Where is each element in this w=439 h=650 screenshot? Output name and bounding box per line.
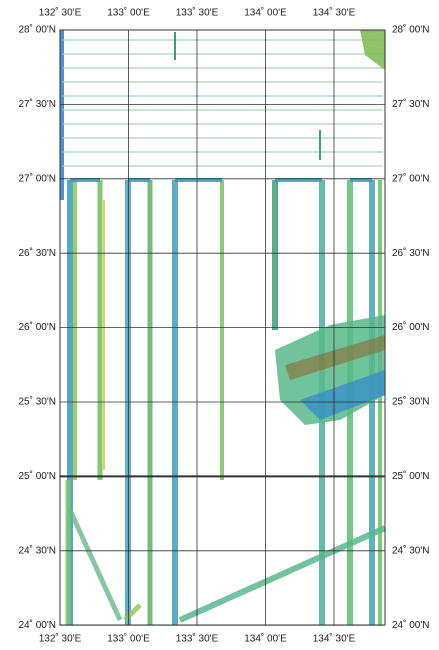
lat-label-right: 28˚ 00'N bbox=[392, 24, 430, 36]
lon-label-bottom: 133˚ 30'E bbox=[176, 633, 219, 645]
bathymetry bbox=[300, 370, 385, 420]
bathymetry bbox=[360, 30, 385, 70]
lat-label-left: 24˚ 00'N bbox=[19, 619, 57, 631]
lat-label-left: 24˚ 30'N bbox=[19, 544, 57, 556]
swath bbox=[178, 525, 387, 623]
lon-label-bottom: 134˚ 30'E bbox=[313, 633, 356, 645]
lon-label-top: 134˚ 30'E bbox=[313, 7, 356, 19]
lat-label-left: 26˚ 00'N bbox=[19, 321, 57, 333]
swath bbox=[123, 603, 142, 622]
lat-label-right: 26˚ 00'N bbox=[392, 321, 430, 333]
lon-label-bottom: 133˚ 00'E bbox=[107, 633, 150, 645]
lat-label-right: 27˚ 00'N bbox=[392, 172, 430, 184]
lat-label-left: 25˚ 00'N bbox=[19, 470, 57, 482]
lat-label-right: 24˚ 00'N bbox=[392, 619, 430, 631]
lon-label-top: 132˚ 30'E bbox=[39, 7, 82, 19]
lat-label-left: 26˚ 30'N bbox=[19, 247, 57, 259]
lon-label-bottom: 132˚ 30'E bbox=[39, 633, 82, 645]
bathymetry bbox=[285, 335, 385, 380]
lat-label-right: 24˚ 30'N bbox=[392, 544, 430, 556]
lat-label-right: 25˚ 00'N bbox=[392, 470, 430, 482]
lat-label-right: 27˚ 30'N bbox=[392, 98, 430, 110]
lon-label-top: 134˚ 00'E bbox=[244, 7, 287, 19]
lon-label-top: 133˚ 30'E bbox=[176, 7, 219, 19]
lat-label-right: 26˚ 30'N bbox=[392, 247, 430, 259]
swath bbox=[67, 508, 123, 622]
lon-label-top: 133˚ 00'E bbox=[107, 7, 150, 19]
lat-label-left: 27˚ 00'N bbox=[19, 172, 57, 184]
lat-label-left: 27˚ 30'N bbox=[19, 98, 57, 110]
lat-label-right: 25˚ 30'N bbox=[392, 396, 430, 408]
lat-label-left: 28˚ 00'N bbox=[19, 24, 57, 36]
labels: 132˚ 30'E 132˚ 30'E 133˚ 00'E 133˚ 00'E 133˚… bbox=[19, 7, 430, 645]
map-frame bbox=[59, 29, 386, 626]
lat-label-left: 25˚ 30'N bbox=[19, 396, 57, 408]
lon-label-bottom: 134˚ 00'E bbox=[244, 633, 287, 645]
